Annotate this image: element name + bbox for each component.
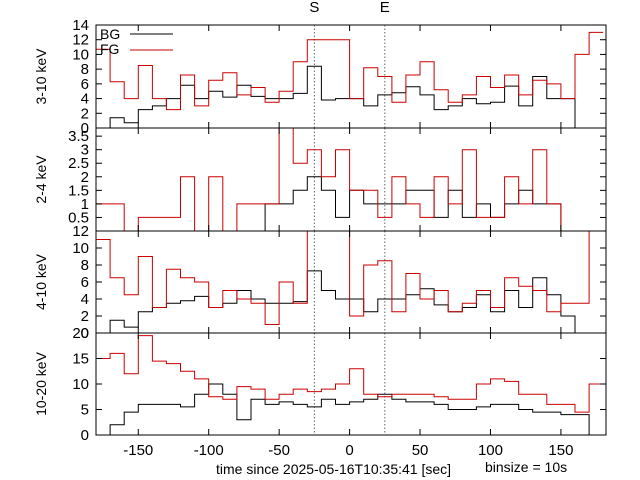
y-tick-label: 0.5 — [68, 209, 89, 226]
marker-labels: S E — [309, 0, 389, 16]
x-tick-label: 0 — [345, 442, 353, 459]
series-bg-panel-4 — [96, 383, 604, 436]
y-tick-label: 2 — [81, 169, 89, 186]
y-tick-label: 2.5 — [68, 155, 89, 172]
series-bg-panel-3 — [96, 270, 604, 334]
y-tick-label: 12 — [72, 223, 89, 240]
y-axis-label: 10-20 keV — [33, 351, 49, 415]
legend: BG FG — [100, 26, 173, 57]
y-tick-label: 15 — [72, 351, 89, 368]
panel-frame — [95, 127, 607, 232]
y-tick-label: 4 — [81, 291, 89, 308]
y-tick-label: 3.5 — [68, 128, 89, 145]
y-tick-label: 8 — [81, 257, 89, 274]
panel-2: 0.511.522.533.5 2-4 keV — [33, 127, 607, 232]
y-tick-label: 5 — [81, 402, 89, 419]
y-tick-label: 6 — [81, 76, 89, 93]
y-tick-label: 0 — [81, 120, 89, 137]
y-tick-label: 10 — [72, 46, 89, 63]
marker-label-e: E — [380, 0, 390, 16]
y-tick-label: 4 — [81, 91, 89, 108]
y-tick-label: 3 — [81, 142, 89, 159]
y-tick-label: 0 — [81, 325, 89, 342]
y-tick-label: 10 — [72, 240, 89, 257]
y-tick-label: 20 — [72, 325, 89, 342]
y-tick-label: 0 — [81, 427, 89, 444]
y-tick-label: 14 — [72, 17, 89, 34]
x-tick-label: -50 — [268, 442, 290, 459]
marker-label-s: S — [309, 0, 319, 16]
x-tick-label: 50 — [412, 442, 429, 459]
legend-label-bg: BG — [100, 26, 120, 42]
y-tick-label: 2 — [81, 308, 89, 325]
y-tick-label: 6 — [81, 274, 89, 291]
series-fg-panel-2 — [96, 127, 604, 232]
y-tick-label: 12 — [72, 32, 89, 49]
x-tick-label: -100 — [194, 442, 224, 459]
x-tick-label: -150 — [123, 442, 153, 459]
panel-4: 0 5 10 15 20 10-20 keV — [33, 325, 607, 444]
y-tick-label: 2 — [81, 105, 89, 122]
legend-label-fg: FG — [100, 41, 119, 57]
y-tick-label: 1.5 — [68, 182, 89, 199]
series-fg-panel-1 — [96, 31, 604, 111]
x-axis-label: time since 2025-05-16T10:35:41 [sec] — [216, 461, 451, 477]
panel-frame — [95, 230, 607, 334]
series-fg-panel-4 — [96, 335, 604, 413]
y-axis-label: 4-10 keV — [33, 253, 49, 310]
y-axis-label: 3-10 keV — [33, 48, 49, 105]
y-tick-label: 10 — [72, 376, 89, 393]
x-tick-label: 150 — [548, 442, 573, 459]
series-fg-panel-3 — [96, 230, 604, 325]
binsize-label: binsize = 10s — [485, 459, 567, 475]
y-tick-label: 1 — [81, 196, 89, 213]
panel-frame — [95, 332, 607, 436]
x-tick-label: 100 — [478, 442, 503, 459]
y-tick-label: 8 — [81, 61, 89, 78]
panel-frame — [95, 24, 607, 129]
y-axis-label: 2-4 keV — [33, 155, 49, 204]
